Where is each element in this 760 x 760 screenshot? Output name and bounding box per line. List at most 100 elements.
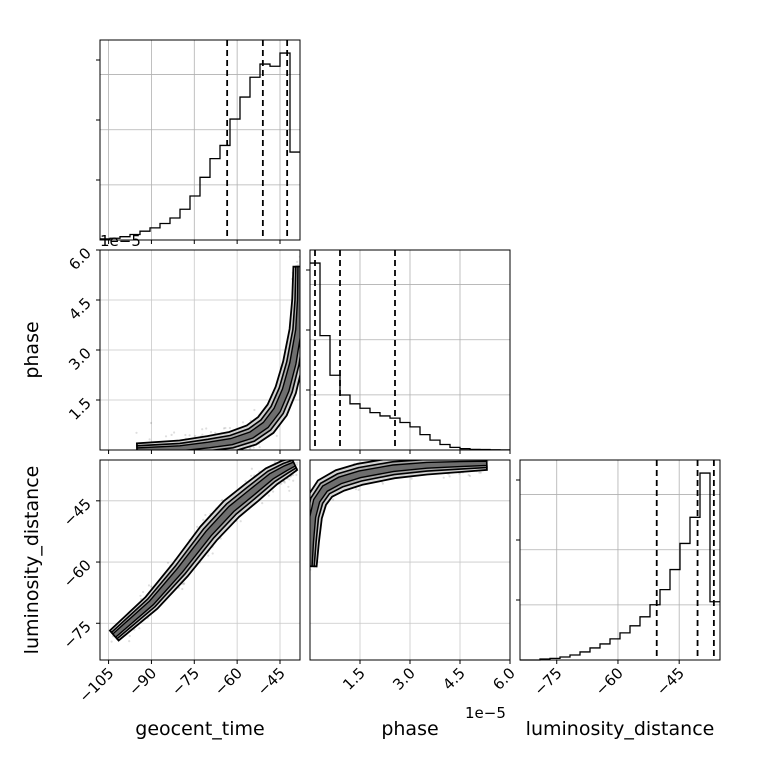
sample-point [239, 520, 242, 523]
sample-point [304, 303, 306, 305]
sample-point [253, 408, 256, 412]
x-tick-label-geocent-time: −75 [168, 664, 203, 699]
sample-point [481, 456, 483, 458]
sample-point [413, 457, 415, 459]
sample-point [303, 277, 305, 279]
sample-point [290, 457, 292, 459]
sample-point [301, 278, 303, 280]
sample-point [305, 557, 307, 559]
sample-point [296, 260, 299, 263]
contour-inner [310, 460, 488, 567]
y-tick-label-luminosity-distance: −45 [60, 495, 95, 530]
sample-point [293, 456, 295, 458]
sample-point [110, 640, 113, 643]
x-tick-label-luminosity-distance: −60 [592, 664, 627, 699]
y-tick-label-luminosity-distance: −60 [60, 556, 95, 591]
contour-outer [135, 265, 300, 450]
sample-point [305, 553, 307, 555]
sample-point [301, 287, 303, 289]
sample-point [288, 478, 291, 481]
sample-point [290, 457, 292, 459]
histogram-step [100, 52, 300, 240]
sample-point [305, 291, 307, 293]
x-tick-label-phase: 6.0 [489, 664, 519, 694]
panel-background [520, 460, 720, 660]
sample-point [173, 431, 176, 434]
sample-point [209, 430, 213, 434]
sample-point [306, 543, 308, 545]
sample-point [303, 320, 305, 322]
sample-point [300, 286, 302, 288]
sample-point [207, 554, 210, 557]
sample-point [221, 498, 224, 502]
sample-point [475, 454, 477, 456]
sample-point [301, 305, 303, 307]
sample-point [290, 456, 292, 458]
sample-point [307, 531, 309, 533]
sample-point [201, 433, 204, 436]
sample-point [302, 300, 304, 302]
sample-point [303, 313, 305, 315]
sample-point [214, 431, 217, 434]
sample-point [303, 286, 305, 288]
sample-point [308, 515, 310, 517]
sample-point [305, 315, 307, 317]
x-tick-label-phase: 3.0 [389, 664, 419, 694]
sample-point [305, 261, 307, 263]
panel-frame [309, 249, 511, 451]
sample-point [357, 488, 360, 491]
sample-point [302, 281, 304, 283]
sample-point [250, 467, 253, 470]
sample-point [302, 283, 304, 285]
sample-point [301, 288, 303, 290]
sample-point [307, 554, 309, 556]
sample-point [295, 455, 297, 457]
sample-point [275, 456, 277, 458]
sample-point [261, 502, 264, 505]
sample-point [483, 453, 485, 455]
phase-y-offset: 1e−5 [100, 232, 141, 250]
sample-point [171, 451, 173, 453]
sample-point [468, 474, 472, 478]
sample-point [308, 511, 310, 513]
sample-point [272, 490, 275, 493]
histogram-step [310, 262, 510, 451]
scatter-panel-geocent-time-vs-phase [96, 249, 307, 458]
sample-point [301, 301, 303, 303]
y-tick-label-luminosity-distance: −75 [60, 617, 95, 652]
sample-point [354, 488, 358, 491]
sample-point [292, 455, 294, 457]
sample-point [142, 590, 145, 594]
sample-point [302, 283, 304, 285]
sample-point [478, 471, 481, 474]
sample-point [178, 454, 180, 456]
panel-frame [519, 459, 721, 661]
sample-point [303, 301, 305, 303]
sample-point [284, 454, 286, 456]
sample-point [419, 456, 421, 458]
histogram-panel-phase [306, 249, 511, 454]
sample-point [222, 427, 226, 430]
sample-point [252, 446, 255, 449]
sample-point [183, 582, 186, 585]
sample-point [307, 547, 309, 549]
sample-point [161, 456, 163, 458]
sample-point [280, 454, 282, 456]
sample-point [458, 472, 461, 475]
sample-point [287, 455, 289, 457]
ylabel-phase: phase [21, 321, 43, 378]
sample-point [419, 455, 421, 457]
sample-point [177, 455, 179, 457]
sample-point [203, 452, 205, 454]
sample-point [301, 313, 303, 315]
sample-point [305, 300, 307, 302]
sample-point [305, 271, 307, 273]
sample-point [273, 461, 276, 464]
sample-point [302, 275, 304, 277]
sample-point [407, 457, 409, 459]
sample-point [241, 421, 245, 424]
sample-point [300, 307, 302, 309]
sample-point [302, 301, 304, 303]
sample-point [450, 457, 452, 459]
